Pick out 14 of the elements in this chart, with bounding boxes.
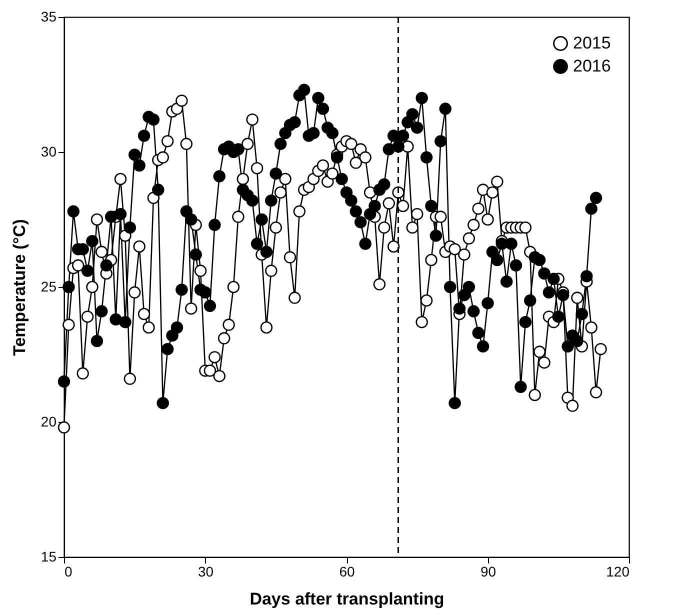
y-tick-label: 35 (40, 8, 57, 24)
y-tick-label: 20 (40, 414, 57, 430)
y-tick-label: 15 (40, 548, 57, 564)
x-axis-title: Days after transplanting (250, 590, 444, 608)
y-tick-label: 25 (40, 278, 57, 294)
y-axis-title: Temperature (°C) (10, 219, 29, 356)
legend-label: 2015 (573, 34, 611, 52)
y-tick-label: 30 (40, 144, 57, 160)
legend-label: 2016 (573, 56, 611, 76)
x-tick-label: 90 (480, 564, 496, 580)
x-tick-label: 120 (606, 564, 630, 580)
x-tick-label: 60 (339, 564, 355, 580)
x-tick-label: 0 (64, 564, 72, 580)
x-tick-label: 30 (198, 564, 214, 580)
